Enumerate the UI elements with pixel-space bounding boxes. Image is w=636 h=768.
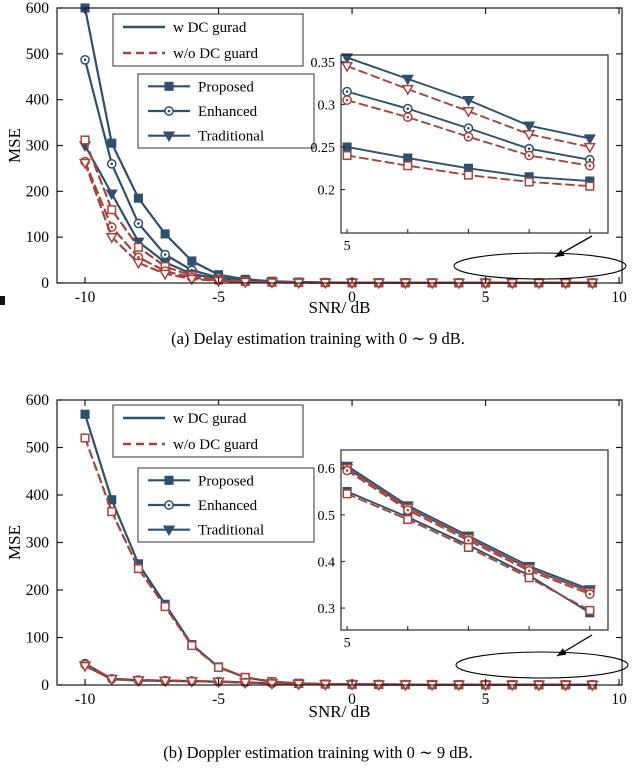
legend-linestyle: w DC gurad w/o DC guard <box>112 13 304 67</box>
svg-text:5: 5 <box>482 691 490 708</box>
chart-delay-mse: -10 -5 0 5 10 0 100 200 300 400 500 600 SNR/ dB MSE w … <box>0 0 636 327</box>
zoom-annotation <box>455 634 629 679</box>
svg-text:Enhanced: Enhanced <box>198 104 258 120</box>
svg-text:100: 100 <box>26 229 50 246</box>
svg-text:w DC gurad: w DC gurad <box>173 411 247 427</box>
svg-text:0.5: 0.5 <box>318 509 336 524</box>
svg-text:-5: -5 <box>212 691 225 708</box>
svg-text:300: 300 <box>26 138 50 155</box>
svg-text:0.6: 0.6 <box>318 462 336 477</box>
svg-text:0.3: 0.3 <box>318 98 336 113</box>
svg-text:600: 600 <box>26 392 50 409</box>
svg-text:5: 5 <box>482 289 490 306</box>
svg-text:-5: -5 <box>212 289 225 306</box>
caption-delay: (a) Delay estimation training with 0 ∼ 9… <box>171 329 465 348</box>
svg-text:Traditional: Traditional <box>198 129 264 145</box>
svg-text:400: 400 <box>26 487 50 504</box>
svg-text:Traditional: Traditional <box>198 523 264 539</box>
svg-text:SNR/ dB: SNR/ dB <box>309 298 371 317</box>
svg-text:400: 400 <box>26 92 50 109</box>
svg-text:Proposed: Proposed <box>198 79 254 95</box>
legend-markers: Proposed Enhanced Traditional <box>137 467 315 543</box>
svg-text:-10: -10 <box>75 691 96 708</box>
svg-text:0.2: 0.2 <box>318 184 336 199</box>
svg-text:0: 0 <box>348 691 356 708</box>
svg-text:SNR/ dB: SNR/ dB <box>309 702 371 721</box>
page-edge-artifact <box>0 296 5 305</box>
svg-text:Proposed: Proposed <box>198 473 254 489</box>
svg-text:0.4: 0.4 <box>318 555 336 570</box>
svg-text:w/o DC guard: w/o DC guard <box>173 46 258 62</box>
svg-text:0: 0 <box>41 677 49 694</box>
svg-text:10: 10 <box>611 289 627 306</box>
svg-text:0: 0 <box>41 275 49 292</box>
chart-doppler-mse: -10 -5 0 5 10 0 100 200 300 400 500 600 SNR/ dB MSE w … <box>0 392 636 731</box>
svg-text:w DC gurad: w DC gurad <box>173 20 247 36</box>
svg-text:500: 500 <box>26 46 50 63</box>
svg-text:0.3: 0.3 <box>318 602 336 617</box>
svg-text:200: 200 <box>26 183 50 200</box>
legend-markers: Proposed Enhanced Traditional <box>137 73 315 149</box>
svg-text:w/o DC guard: w/o DC guard <box>173 437 258 453</box>
svg-text:5: 5 <box>344 239 351 254</box>
zoom-annotation <box>453 235 627 280</box>
svg-text:100: 100 <box>26 630 50 647</box>
svg-text:-10: -10 <box>75 289 96 306</box>
svg-text:Enhanced: Enhanced <box>198 498 258 514</box>
inset-zoom: 5 0.3 0.4 0.5 0.6 <box>318 449 609 651</box>
svg-text:0.35: 0.35 <box>311 56 336 71</box>
svg-text:0: 0 <box>348 289 356 306</box>
legend-linestyle: w DC gurad w/o DC guard <box>112 404 304 458</box>
svg-text:0.25: 0.25 <box>311 141 336 156</box>
svg-text:500: 500 <box>26 440 50 457</box>
svg-text:600: 600 <box>26 0 50 17</box>
caption-doppler: (b) Doppler estimation training with 0 ∼… <box>163 743 473 762</box>
svg-text:200: 200 <box>26 582 50 599</box>
svg-text:5: 5 <box>344 636 351 651</box>
svg-text:300: 300 <box>26 535 50 552</box>
svg-text:10: 10 <box>611 691 627 708</box>
svg-text:MSE: MSE <box>5 525 24 560</box>
inset-zoom: 5 0.2 0.25 0.3 0.35 <box>311 53 609 254</box>
svg-text:MSE: MSE <box>5 128 24 163</box>
